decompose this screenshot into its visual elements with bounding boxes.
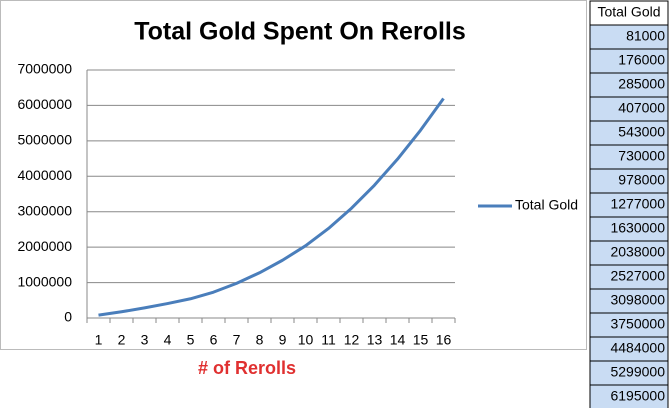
table-cell (589, 360, 669, 386)
x-axis-label: # of Rerolls (198, 358, 296, 378)
table-cell-value: 3750000 (610, 316, 665, 332)
table-cell (589, 168, 669, 194)
table-cell (589, 192, 669, 218)
y-tick-label: 0 (64, 309, 72, 325)
x-tick-label: 15 (413, 332, 429, 348)
table-cell-value: 543000 (618, 124, 665, 140)
x-tick-label: 12 (344, 332, 360, 348)
x-tick-label: 4 (164, 332, 172, 348)
table-cell (589, 120, 669, 146)
legend-label: Total Gold (515, 197, 578, 213)
y-tick-label: 4000000 (17, 167, 72, 183)
table-cell-value: 3098000 (610, 292, 665, 308)
table-cell-value: 81000 (626, 28, 665, 44)
y-tick-label: 1000000 (17, 273, 72, 289)
x-tick-label: 9 (279, 332, 287, 348)
table-cell-value: 5299000 (610, 364, 665, 380)
x-tick-label: 2 (118, 332, 126, 348)
y-tick-label: 6000000 (17, 96, 72, 112)
table-cell-value: 730000 (618, 148, 665, 164)
x-tick-label: 14 (390, 332, 406, 348)
table-cell-value: 2038000 (610, 244, 665, 260)
table-cell (589, 384, 669, 408)
table-cell-value: 285000 (618, 76, 665, 92)
x-tick-label: 16 (436, 332, 452, 348)
table-cell-value: 407000 (618, 100, 665, 116)
table-cell-value: 2527000 (610, 268, 665, 284)
chart-area (0, 0, 587, 350)
table-cell (589, 336, 669, 362)
table-cell-value: 978000 (618, 172, 665, 188)
table-cell-value: 6195000 (610, 388, 665, 404)
x-tick-label: 3 (141, 332, 149, 348)
x-tick-label: 1 (95, 332, 103, 348)
table-cell-value: 176000 (618, 52, 665, 68)
x-tick-label: 6 (210, 332, 218, 348)
x-tick-label: 13 (367, 332, 383, 348)
table-cell-value: 1630000 (610, 220, 665, 236)
table-cell (589, 264, 669, 290)
y-tick-label: 5000000 (17, 132, 72, 148)
table-cell (589, 312, 669, 338)
table-cell-value: 4484000 (610, 340, 665, 356)
table-cell (589, 144, 669, 170)
table-header: Total Gold (597, 4, 660, 20)
y-tick-label: 3000000 (17, 202, 72, 218)
table-cell-value: 1277000 (610, 196, 665, 212)
x-tick-label: 11 (321, 332, 336, 348)
table-cell (589, 96, 669, 122)
table-cell (589, 240, 669, 266)
line-series (98, 97, 445, 317)
y-tick-label: 2000000 (17, 238, 72, 254)
x-tick-label: 8 (256, 332, 264, 348)
x-tick-label: 7 (233, 332, 241, 348)
x-tick-label: 5 (187, 332, 195, 348)
table-header-cell (589, 0, 669, 26)
x-tick-label: 10 (298, 332, 314, 348)
y-tick-label: 7000000 (17, 61, 72, 77)
chart-title: Total Gold Spent On Rerolls (134, 18, 466, 46)
